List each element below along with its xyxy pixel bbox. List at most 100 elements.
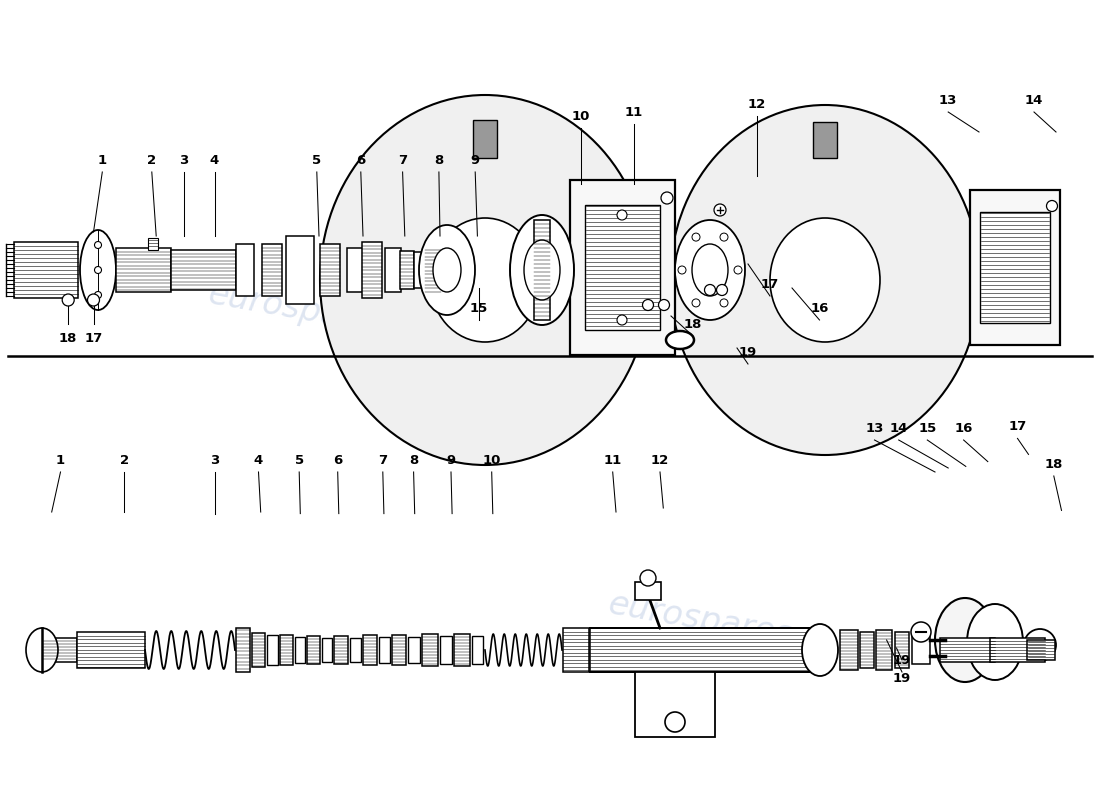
Ellipse shape: [675, 220, 745, 320]
Text: 5: 5: [312, 154, 321, 167]
Ellipse shape: [802, 624, 838, 676]
Ellipse shape: [524, 240, 560, 300]
Ellipse shape: [320, 95, 650, 465]
Bar: [116, 248, 170, 292]
Bar: [77, 632, 145, 668]
Ellipse shape: [419, 225, 475, 315]
Bar: [295, 637, 305, 663]
Circle shape: [95, 291, 101, 298]
Ellipse shape: [670, 105, 980, 455]
Text: 6: 6: [333, 454, 342, 467]
Ellipse shape: [510, 215, 574, 325]
Text: 16: 16: [955, 422, 972, 435]
Text: 11: 11: [625, 106, 642, 119]
Text: 5: 5: [295, 454, 304, 467]
Bar: [408, 637, 420, 663]
Text: 3: 3: [179, 154, 188, 167]
Text: 19: 19: [893, 672, 911, 685]
Bar: [970, 190, 1060, 345]
Circle shape: [95, 266, 101, 274]
Circle shape: [1046, 201, 1057, 211]
Bar: [14, 242, 78, 298]
Circle shape: [617, 210, 627, 220]
Text: 14: 14: [1025, 94, 1043, 107]
Circle shape: [720, 299, 728, 307]
Text: 2: 2: [147, 154, 156, 167]
Circle shape: [659, 299, 670, 310]
Bar: [1027, 640, 1055, 660]
Bar: [635, 672, 715, 737]
Text: 14: 14: [890, 422, 908, 435]
Bar: [236, 244, 254, 296]
Text: 7: 7: [378, 454, 387, 467]
Text: 11: 11: [604, 454, 622, 467]
Bar: [414, 252, 426, 288]
Circle shape: [692, 233, 700, 241]
Circle shape: [642, 299, 653, 310]
Text: 17: 17: [85, 332, 102, 345]
Text: 3: 3: [210, 454, 219, 467]
Text: 8: 8: [409, 454, 418, 467]
Text: 1: 1: [98, 154, 107, 167]
Text: 15: 15: [918, 422, 936, 435]
Circle shape: [63, 294, 74, 306]
Bar: [363, 635, 377, 665]
Circle shape: [720, 233, 728, 241]
Bar: [346, 248, 363, 292]
Bar: [280, 635, 293, 665]
Bar: [980, 212, 1050, 323]
Bar: [473, 120, 497, 158]
Text: 2: 2: [120, 454, 129, 467]
Text: 18: 18: [59, 332, 77, 345]
Circle shape: [640, 570, 656, 586]
Bar: [876, 630, 892, 670]
Bar: [322, 638, 332, 662]
Bar: [472, 636, 483, 664]
Bar: [262, 244, 282, 296]
Text: 1: 1: [56, 454, 65, 467]
Text: 18: 18: [1045, 458, 1063, 471]
Bar: [379, 637, 390, 663]
Bar: [252, 633, 265, 667]
Text: 19: 19: [893, 654, 911, 667]
Circle shape: [666, 712, 685, 732]
Text: 18: 18: [684, 318, 702, 331]
Bar: [440, 636, 452, 664]
Ellipse shape: [430, 218, 540, 342]
Ellipse shape: [967, 604, 1023, 680]
Text: 8: 8: [434, 154, 443, 167]
Bar: [286, 236, 313, 304]
Ellipse shape: [26, 628, 58, 672]
Ellipse shape: [692, 244, 728, 296]
Bar: [895, 632, 909, 668]
Bar: [320, 244, 340, 296]
Circle shape: [678, 266, 686, 274]
Circle shape: [714, 204, 726, 216]
Circle shape: [95, 242, 101, 249]
Bar: [860, 632, 875, 668]
Bar: [534, 220, 550, 320]
Text: 15: 15: [470, 302, 487, 315]
Bar: [362, 242, 382, 298]
Circle shape: [88, 294, 99, 306]
Bar: [940, 638, 996, 662]
Text: 4: 4: [254, 454, 263, 467]
Circle shape: [704, 285, 715, 295]
Text: 17: 17: [1009, 421, 1026, 434]
Bar: [585, 205, 660, 330]
Bar: [350, 638, 361, 662]
Bar: [267, 635, 278, 665]
Ellipse shape: [666, 331, 694, 349]
Bar: [400, 251, 414, 289]
Circle shape: [716, 285, 727, 295]
Bar: [635, 582, 661, 600]
Bar: [912, 636, 930, 664]
Text: 4: 4: [210, 154, 219, 167]
Bar: [990, 638, 1045, 662]
Ellipse shape: [80, 230, 116, 310]
Ellipse shape: [770, 218, 880, 342]
Text: 13: 13: [866, 422, 883, 435]
Bar: [454, 634, 470, 666]
Circle shape: [1024, 629, 1056, 661]
Text: 17: 17: [761, 278, 779, 291]
